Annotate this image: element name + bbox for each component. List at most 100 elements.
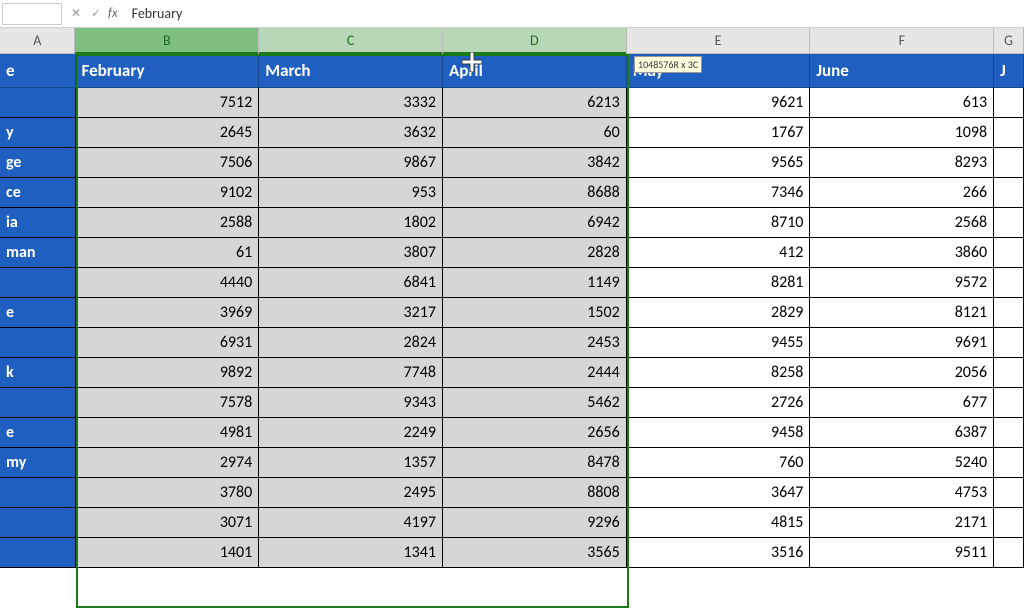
data-cell[interactable]: 3780 <box>76 478 260 508</box>
header-name-cell[interactable]: e <box>0 54 76 88</box>
name-box[interactable] <box>2 3 62 25</box>
data-cell[interactable] <box>994 208 1024 238</box>
data-cell[interactable]: 953 <box>259 178 443 208</box>
data-cell[interactable]: 6213 <box>443 88 627 118</box>
data-cell[interactable]: 613 <box>810 88 994 118</box>
data-cell[interactable] <box>994 478 1024 508</box>
data-cell[interactable]: 3565 <box>443 538 627 568</box>
row-name-cell[interactable]: y <box>0 118 76 148</box>
data-cell[interactable]: 9867 <box>259 148 443 178</box>
data-cell[interactable]: 3860 <box>810 238 994 268</box>
data-cell[interactable]: 6841 <box>259 268 443 298</box>
data-cell[interactable] <box>994 88 1024 118</box>
data-cell[interactable]: 8121 <box>810 298 994 328</box>
data-cell[interactable]: 2249 <box>259 418 443 448</box>
data-cell[interactable] <box>994 178 1024 208</box>
header-month-cell[interactable]: April <box>443 54 627 88</box>
data-cell[interactable]: 266 <box>810 178 994 208</box>
data-cell[interactable]: 1357 <box>259 448 443 478</box>
data-cell[interactable]: 9691 <box>810 328 994 358</box>
row-name-cell[interactable] <box>0 328 76 358</box>
data-cell[interactable]: 2824 <box>259 328 443 358</box>
data-cell[interactable]: 9621 <box>627 88 811 118</box>
data-cell[interactable]: 2171 <box>810 508 994 538</box>
row-name-cell[interactable]: k <box>0 358 76 388</box>
row-name-cell[interactable]: ia <box>0 208 76 238</box>
data-cell[interactable]: 9892 <box>76 358 260 388</box>
data-cell[interactable]: 3842 <box>443 148 627 178</box>
data-cell[interactable]: 4440 <box>76 268 260 298</box>
data-cell[interactable]: 1767 <box>627 118 811 148</box>
column-header-A[interactable]: A <box>0 28 75 53</box>
fx-icon[interactable]: fx <box>108 6 118 21</box>
data-cell[interactable]: 7512 <box>76 88 260 118</box>
header-month-cell[interactable]: February <box>76 54 260 88</box>
data-cell[interactable]: 1341 <box>259 538 443 568</box>
data-cell[interactable]: 2588 <box>76 208 260 238</box>
data-cell[interactable] <box>994 238 1024 268</box>
data-cell[interactable]: 5462 <box>443 388 627 418</box>
data-cell[interactable]: 3217 <box>259 298 443 328</box>
data-cell[interactable] <box>994 448 1024 478</box>
row-name-cell[interactable] <box>0 478 76 508</box>
data-cell[interactable]: 8281 <box>627 268 811 298</box>
row-name-cell[interactable] <box>0 388 76 418</box>
data-cell[interactable]: 9511 <box>810 538 994 568</box>
data-cell[interactable]: 9296 <box>443 508 627 538</box>
column-header-B[interactable]: B <box>75 28 259 53</box>
data-cell[interactable]: 4197 <box>259 508 443 538</box>
row-name-cell[interactable]: e <box>0 298 76 328</box>
data-cell[interactable]: 760 <box>627 448 811 478</box>
data-cell[interactable] <box>994 508 1024 538</box>
data-cell[interactable]: 9102 <box>76 178 260 208</box>
data-cell[interactable]: 3332 <box>259 88 443 118</box>
data-cell[interactable]: 2726 <box>627 388 811 418</box>
data-cell[interactable]: 4981 <box>76 418 260 448</box>
header-month-cell[interactable]: June <box>810 54 994 88</box>
row-name-cell[interactable]: man <box>0 238 76 268</box>
data-cell[interactable]: 9458 <box>627 418 811 448</box>
data-cell[interactable]: 1098 <box>810 118 994 148</box>
data-cell[interactable]: 3071 <box>76 508 260 538</box>
column-header-E[interactable]: E <box>627 28 811 53</box>
data-cell[interactable] <box>994 388 1024 418</box>
data-cell[interactable]: 9572 <box>810 268 994 298</box>
row-name-cell[interactable]: ce <box>0 178 76 208</box>
data-cell[interactable]: 2568 <box>810 208 994 238</box>
data-cell[interactable]: 412 <box>627 238 811 268</box>
data-cell[interactable] <box>994 118 1024 148</box>
data-cell[interactable] <box>994 358 1024 388</box>
data-cell[interactable]: 3632 <box>259 118 443 148</box>
data-cell[interactable]: 3516 <box>627 538 811 568</box>
data-cell[interactable]: 9455 <box>627 328 811 358</box>
data-cell[interactable]: 1401 <box>76 538 260 568</box>
data-cell[interactable]: 2056 <box>810 358 994 388</box>
data-cell[interactable]: 2495 <box>259 478 443 508</box>
row-name-cell[interactable]: e <box>0 418 76 448</box>
data-cell[interactable]: 6942 <box>443 208 627 238</box>
data-cell[interactable]: 1149 <box>443 268 627 298</box>
data-cell[interactable]: 8688 <box>443 178 627 208</box>
row-name-cell[interactable] <box>0 508 76 538</box>
formula-input[interactable] <box>124 5 1024 22</box>
column-header-C[interactable]: C <box>259 28 443 53</box>
data-cell[interactable]: 61 <box>76 238 260 268</box>
data-cell[interactable]: 9565 <box>627 148 811 178</box>
row-name-cell[interactable] <box>0 538 76 568</box>
data-cell[interactable]: 60 <box>443 118 627 148</box>
data-cell[interactable]: 2453 <box>443 328 627 358</box>
data-cell[interactable]: 8258 <box>627 358 811 388</box>
data-cell[interactable]: 1802 <box>259 208 443 238</box>
header-month-cell[interactable]: March <box>259 54 443 88</box>
data-cell[interactable] <box>994 538 1024 568</box>
data-cell[interactable]: 7578 <box>76 388 260 418</box>
row-name-cell[interactable]: my <box>0 448 76 478</box>
data-cell[interactable] <box>994 148 1024 178</box>
data-cell[interactable]: 6387 <box>810 418 994 448</box>
data-cell[interactable]: 2974 <box>76 448 260 478</box>
data-cell[interactable]: 677 <box>810 388 994 418</box>
data-cell[interactable] <box>994 298 1024 328</box>
data-cell[interactable]: 7346 <box>627 178 811 208</box>
row-name-cell[interactable] <box>0 88 76 118</box>
data-cell[interactable]: 2656 <box>443 418 627 448</box>
